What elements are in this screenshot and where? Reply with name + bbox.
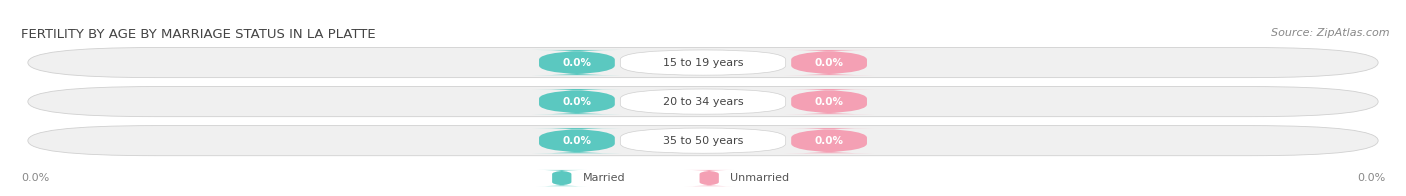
FancyBboxPatch shape <box>531 89 621 114</box>
Text: 35 to 50 years: 35 to 50 years <box>662 136 744 146</box>
FancyBboxPatch shape <box>537 170 586 186</box>
FancyBboxPatch shape <box>28 126 1378 156</box>
FancyBboxPatch shape <box>620 50 786 75</box>
FancyBboxPatch shape <box>785 50 875 75</box>
Text: 15 to 19 years: 15 to 19 years <box>662 58 744 68</box>
Text: 0.0%: 0.0% <box>21 173 49 183</box>
FancyBboxPatch shape <box>785 128 875 153</box>
Text: 20 to 34 years: 20 to 34 years <box>662 97 744 107</box>
FancyBboxPatch shape <box>28 47 1378 78</box>
FancyBboxPatch shape <box>685 170 734 186</box>
FancyBboxPatch shape <box>785 89 875 114</box>
Text: 0.0%: 0.0% <box>814 136 844 146</box>
FancyBboxPatch shape <box>620 128 786 153</box>
Text: FERTILITY BY AGE BY MARRIAGE STATUS IN LA PLATTE: FERTILITY BY AGE BY MARRIAGE STATUS IN L… <box>21 28 375 41</box>
FancyBboxPatch shape <box>28 87 1378 117</box>
Text: 0.0%: 0.0% <box>562 58 592 68</box>
FancyBboxPatch shape <box>620 89 786 114</box>
Text: 0.0%: 0.0% <box>814 58 844 68</box>
Text: 0.0%: 0.0% <box>562 136 592 146</box>
FancyBboxPatch shape <box>531 50 621 75</box>
FancyBboxPatch shape <box>531 128 621 153</box>
Text: 0.0%: 0.0% <box>814 97 844 107</box>
Text: 0.0%: 0.0% <box>1357 173 1385 183</box>
Text: 0.0%: 0.0% <box>562 97 592 107</box>
Text: Unmarried: Unmarried <box>730 173 789 183</box>
Text: Source: ZipAtlas.com: Source: ZipAtlas.com <box>1271 28 1389 38</box>
Text: Married: Married <box>582 173 626 183</box>
